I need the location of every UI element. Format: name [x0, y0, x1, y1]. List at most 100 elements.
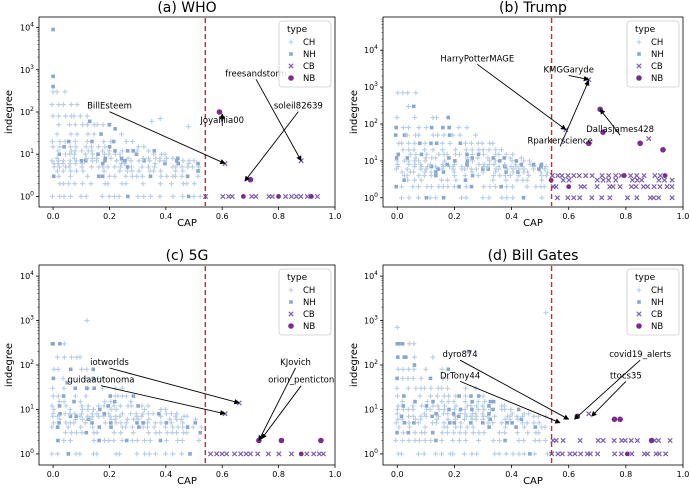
data-point-ch — [112, 173, 118, 179]
data-point-ch — [61, 193, 67, 199]
data-point-ch — [457, 430, 463, 436]
annotation-arrow — [100, 385, 226, 416]
data-point-cb — [644, 184, 651, 190]
data-point-ch — [77, 413, 83, 419]
panel-title: (a) WHO — [157, 0, 216, 16]
data-point-nh — [458, 407, 463, 412]
data-point-ch — [424, 151, 430, 157]
x-tick-label: 1.0 — [677, 212, 690, 221]
data-point-ch — [50, 420, 56, 426]
data-point-ch — [487, 158, 493, 164]
data-point-ch — [105, 181, 111, 187]
data-point-ch — [67, 144, 73, 150]
data-point-nh — [141, 421, 145, 425]
data-point-ch — [60, 375, 66, 381]
data-point-ch — [480, 147, 486, 153]
data-point-ch — [145, 164, 151, 170]
data-point-ch — [112, 164, 118, 170]
data-point-ch — [481, 406, 487, 412]
data-point-nh — [447, 407, 451, 412]
data-point-ch — [490, 177, 496, 183]
data-point-ch — [481, 151, 487, 157]
data-point-ch — [49, 158, 55, 164]
annotation-arrow — [477, 63, 567, 131]
data-point-ch — [162, 424, 168, 430]
data-point-ch — [451, 169, 457, 175]
data-point-ch — [462, 411, 468, 417]
data-point-ch — [445, 184, 451, 190]
data-point-ch — [79, 430, 85, 436]
data-point-ch — [462, 166, 468, 172]
data-point-ch — [123, 424, 129, 430]
data-point-cb — [646, 136, 652, 142]
data-point-ch — [424, 184, 430, 190]
data-point-ch — [54, 413, 60, 419]
data-point-ch — [129, 168, 135, 174]
data-point-ch — [532, 451, 538, 457]
data-cloud — [393, 324, 673, 457]
data-point-ch — [423, 155, 429, 161]
data-point-ch — [398, 451, 404, 457]
data-point-ch — [521, 451, 527, 457]
data-point-nh — [402, 421, 407, 425]
y-tick-label: 100 — [364, 192, 378, 203]
data-point-nb — [585, 140, 592, 147]
data-point-cb — [559, 451, 565, 457]
data-point-ch — [102, 420, 108, 426]
data-point-ch — [399, 140, 405, 146]
data-point-nh — [447, 133, 452, 137]
data-point-ch — [457, 151, 463, 157]
data-point-ch — [396, 424, 402, 430]
data-point-nh — [176, 161, 181, 166]
data-point-ch — [468, 413, 474, 419]
data-point-nh — [163, 161, 167, 166]
data-point-ch — [74, 102, 80, 108]
data-point-ch — [180, 420, 186, 426]
data-point-ch — [480, 411, 486, 417]
annotation-label: freesandstorm — [225, 69, 287, 79]
data-point-ch — [146, 148, 152, 154]
data-point-ch — [440, 147, 446, 153]
data-point-cb — [298, 158, 304, 164]
data-point-nh — [68, 414, 73, 419]
y-tick-label: 100 — [20, 190, 34, 201]
data-point-ch — [400, 366, 406, 372]
data-point-ch — [119, 438, 125, 444]
data-point-ch — [394, 324, 400, 330]
data-point-ch — [89, 411, 95, 417]
y-tick-label: 102 — [364, 118, 378, 129]
data-point-cb — [288, 451, 295, 457]
data-point-ch — [111, 430, 117, 436]
data-point-nh — [446, 367, 451, 372]
data-point-ch — [441, 420, 447, 426]
data-point-nh — [51, 84, 55, 89]
data-point-nh — [83, 158, 88, 163]
data-point-ch — [516, 173, 522, 179]
annotation-arrow — [109, 111, 226, 165]
data-point-ch — [54, 354, 60, 360]
data-point-ch — [439, 451, 445, 457]
x-tick-label: 0.8 — [272, 212, 285, 221]
data-point-ch — [62, 411, 68, 417]
data-point-ch — [493, 158, 499, 164]
data-point-ch — [474, 451, 480, 457]
data-point-ch — [445, 411, 451, 417]
data-point-nh — [470, 407, 474, 412]
data-point-ch — [130, 430, 136, 436]
x-tick-label: 0.6 — [562, 470, 575, 479]
data-point-ch — [485, 155, 491, 161]
data-point-nh — [470, 156, 475, 160]
data-point-ch — [527, 161, 533, 167]
data-point-ch — [524, 177, 530, 183]
data-point-ch — [80, 168, 86, 174]
data-point-nh — [91, 367, 96, 372]
x-tick-label: 0.4 — [505, 470, 518, 479]
data-point-nh — [434, 173, 438, 178]
data-point-cb — [618, 451, 624, 457]
data-point-cb — [661, 177, 668, 183]
data-point-ch — [68, 173, 74, 179]
data-point-ch — [49, 451, 55, 457]
data-point-ch — [490, 438, 496, 444]
data-point-ch — [422, 140, 428, 146]
legend-entry: CH — [651, 38, 663, 48]
